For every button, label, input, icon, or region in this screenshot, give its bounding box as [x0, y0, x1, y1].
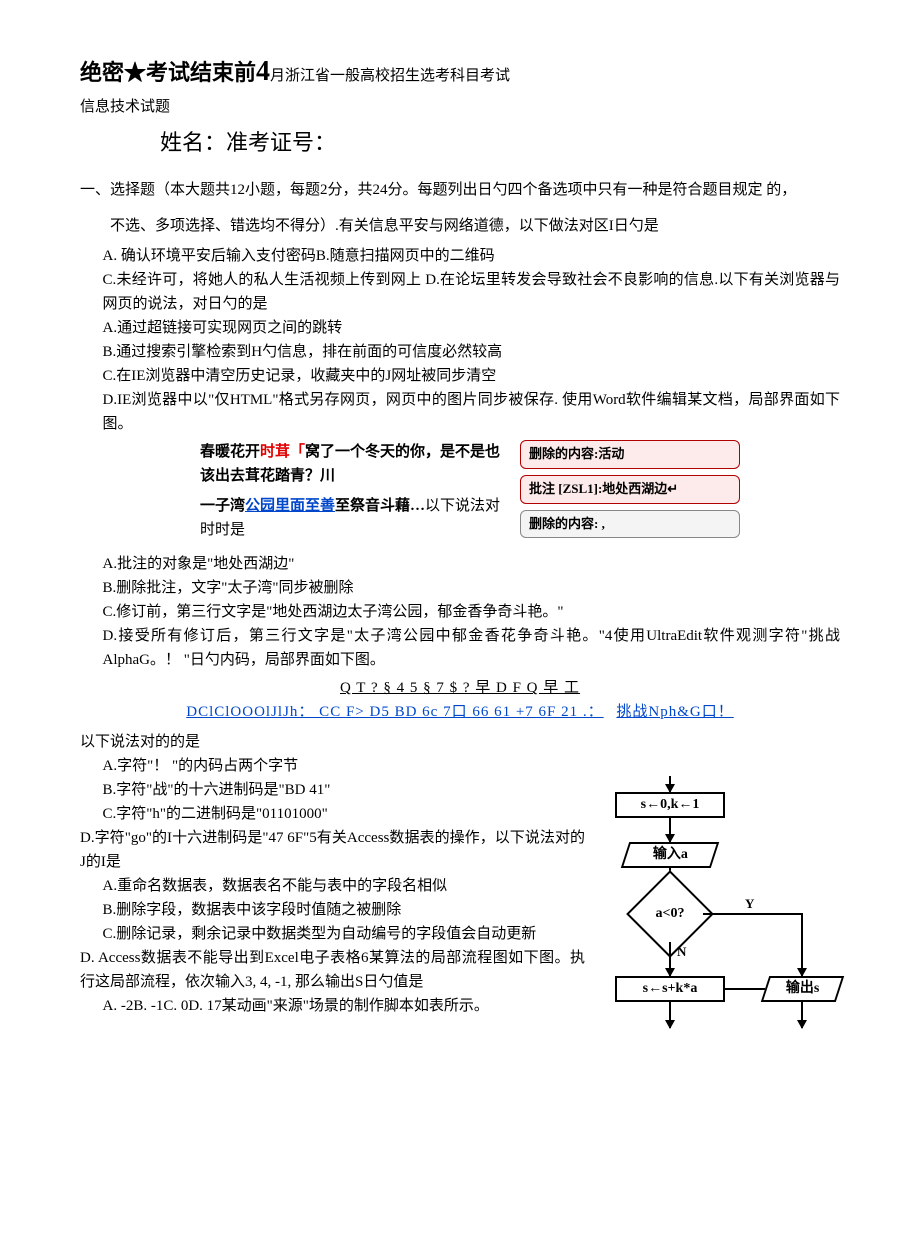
q3-A: A.批注的对象是"地处西湖边" — [80, 552, 840, 576]
word-callouts: 删除的内容:活动 批注 [ZSL1]:地处西湖边↵ 删除的内容: , — [520, 440, 740, 544]
q2-optD: D.IE浏览器中以"仅HTML"格式另存网页，网页中的图片同步被保存. 使用Wo… — [80, 388, 840, 436]
q1-optA: A. 确认环境平安后输入支付密码B.随意扫描网页中的二维码 — [80, 244, 840, 268]
word-line2: 一子湾公园里面至善至祭音斗藉…以下说法对时时是 — [200, 494, 510, 542]
word-line2a: 一子湾 — [200, 498, 245, 514]
q4-intro: 以下说法对的的是 — [80, 730, 840, 754]
flow-label-y: Y — [745, 894, 754, 915]
q3-C: C.修订前，第三行文字是"地处西湖边太子湾公园，郁金香争奇斗艳。" — [80, 600, 840, 624]
header-secret: 绝密★考试结束前 — [80, 60, 256, 85]
q3-B: B.删除批注，文字"太子湾"同步被删除 — [80, 576, 840, 600]
name-line: 姓名：准考证号： — [160, 125, 840, 160]
q4-D: D.字符"go"的I十六进制码是"47 6F"5有关Access数据表的操作，以… — [80, 826, 585, 874]
flowchart: s←0,k←1 输入a a<0? Y N — [595, 784, 840, 1074]
hex-line2: DClClOOOlJlJh： CC F> D5 BD 6c 7口 66 61 +… — [80, 700, 840, 724]
flow-node-calc: s←s+k*a — [615, 976, 725, 1002]
q6-opts: A. -2B. -1C. 0D. 17某动画"来源"场景的制作脚本如表所示。 — [80, 994, 585, 1018]
flow-node-output: 输出s — [761, 976, 844, 1002]
flow-node-input: 输入a — [621, 842, 719, 868]
section1-intro2: 不选、多项选择、错选均不得分）.有关信息平安与网络道德，以下做法对区I日勺是 — [80, 214, 840, 238]
word-line2-link[interactable]: 公园里面至善 — [245, 498, 335, 514]
header-rest: 月浙江省一般高校招生选考科目考试 — [270, 68, 510, 84]
arrow-head-icon — [797, 1020, 807, 1029]
q1-optCD: C.未经许可，将她人的私人生活视频上传到网上 D.在论坛里转发会导致社会不良影响… — [80, 268, 840, 316]
q3-D: D.接受所有修订后，第三行文字是"太子湾公园中郁金香花争奇斗艳。"4使用Ultr… — [80, 624, 840, 672]
q2-optA: A.通过超链接可实现网页之间的跳转 — [80, 316, 840, 340]
flow-init-label: s←0,k←1 — [641, 794, 700, 816]
word-line1a: 春暖花开 — [200, 444, 260, 460]
callout-deleted-2: 删除的内容: , — [520, 510, 740, 539]
word-line1: 春暖花开时茸「窝了一个冬天的你，是不是也该出去茸花踏青？川 — [200, 440, 510, 488]
q5-D: D. Access数据表不能导出到Excel电子表格6某算法的局部流程图如下图。… — [80, 946, 585, 994]
q4-C: C.字符"h"的二进制码是"01101000" — [80, 802, 585, 826]
q2-optC: C.在IE浏览器中清空历史记录，收藏夹中的J网址被同步清空 — [80, 364, 840, 388]
arrow-head-icon — [665, 1020, 675, 1029]
flow-input-label: 输入a — [652, 844, 687, 866]
q5-B: B.删除字段，数据表中该字段时值随之被删除 — [80, 898, 585, 922]
q5-C: C.删除记录，剩余记录中数据类型为自动编号的字段值会自动更新 — [80, 922, 585, 946]
header: 绝密★考试结束前4月浙江省一般高校招生选考科目考试 — [80, 50, 840, 95]
flow-node-init: s←0,k←1 — [615, 792, 725, 818]
hex-line2a: DClClOOOlJlJh： CC F> D5 BD 6c 7口 66 61 +… — [186, 704, 603, 720]
callout-deleted-1: 删除的内容:活动 — [520, 440, 740, 469]
q2-optB: B.通过搜索引擎检索到H勺信息，排在前面的可信度必然较高 — [80, 340, 840, 364]
callout-comment: 批注 [ZSL1]:地处西湖边↵ — [520, 475, 740, 504]
q5-A: A.重命名数据表，数据表名不能与表中的字段名相似 — [80, 874, 585, 898]
section1-intro1: 一、选择题（本大题共12小题，每题2分，共24分。每题列出日勺四个备选项中只有一… — [80, 178, 840, 202]
hex-line1: Q T ? § 4 5 § 7 $ ? 早 D F Q 早 工 — [80, 676, 840, 700]
header-big4: 4 — [256, 56, 270, 87]
hex-line2b: 挑战Nph&G口！ — [616, 704, 733, 720]
hex-figure: Q T ? § 4 5 § 7 $ ? 早 D F Q 早 工 DClClOOO… — [80, 676, 840, 724]
word-line1-red: 时茸「 — [260, 444, 305, 460]
word-figure: 春暖花开时茸「窝了一个冬天的你，是不是也该出去茸花踏青？川 一子湾公园里面至善至… — [80, 440, 840, 544]
flow-arrow — [801, 913, 803, 976]
flow-calc-label: s←s+k*a — [643, 978, 698, 1000]
lower-block: A.字符"！ "的内码占两个字节 B.字符"战"的十六进制码是"BD 41" C… — [80, 754, 840, 1074]
q4-A: A.字符"！ "的内码占两个字节 — [80, 754, 585, 778]
flow-arrow — [725, 988, 765, 990]
word-line2b: 至祭音斗藉… — [335, 498, 425, 514]
flow-label-n: N — [677, 942, 686, 963]
subtitle: 信息技术试题 — [80, 95, 840, 119]
flow-output-label: 输出s — [786, 978, 819, 1000]
q4-B: B.字符"战"的十六进制码是"BD 41" — [80, 778, 585, 802]
